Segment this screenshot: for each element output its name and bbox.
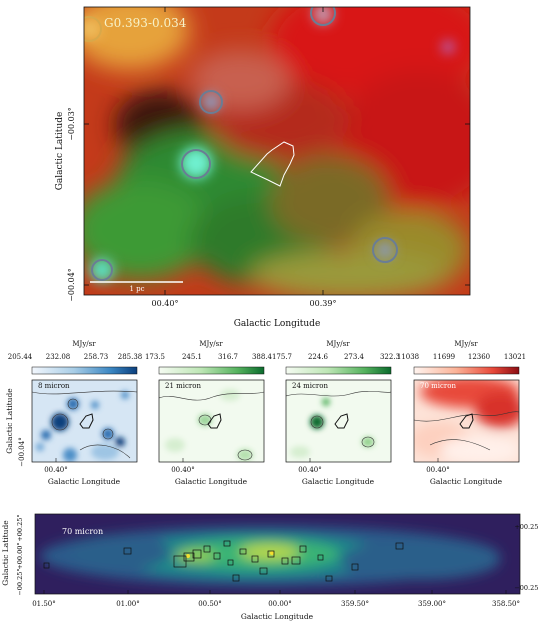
panel-xtick: 00.40° — [298, 466, 322, 474]
colorbar-tick: 12360 — [468, 353, 490, 361]
panel-label: 8 micron — [38, 382, 70, 390]
colorbar-tick: 322.3 — [380, 353, 400, 361]
panel-label: 21 micron — [165, 382, 201, 390]
colorbar-tick: 245.1 — [182, 353, 202, 361]
panels-ytick: −00.04° — [18, 437, 26, 466]
bottom-ylabel: Galactic Latitude — [1, 520, 10, 586]
bottom-xtick: 01.00° — [116, 600, 140, 608]
colorbar-tick: 11699 — [433, 353, 455, 361]
bottom-xtick: 01.50° — [32, 600, 56, 608]
colorbar-tick: 232.08 — [46, 353, 71, 361]
main-xlabel: Galactic Longitude — [234, 319, 321, 329]
colorbar-unit: MJy/sr — [454, 340, 478, 348]
colorbar-tick: 258.73 — [84, 353, 109, 361]
bottom-ytick-left: −00.25° — [16, 568, 24, 595]
panels-ylabel: Galactic Latitude — [5, 388, 14, 454]
colorbar-tick: 285.38 — [118, 353, 143, 361]
colorbar-tick: 273.4 — [344, 353, 365, 361]
bottom-xlabel: Galactic Longitude — [241, 612, 314, 621]
panel-xlabel: Galactic Longitude — [302, 477, 375, 486]
colorbar-tick: 173.5 — [145, 353, 165, 361]
bottom-xtick: 00.50° — [198, 600, 222, 608]
panel-24-micron: 24 micron MJy/sr 175.7 224.6 273.4 322.3… — [272, 340, 400, 486]
main-rgb-image — [84, 7, 470, 295]
bottom-ytick-right: −00.25° — [514, 584, 538, 592]
bottom-xtick: 359.50° — [341, 600, 369, 608]
bottom-label: 70 micron — [62, 527, 103, 536]
panel-xtick: 00.40° — [44, 466, 68, 474]
bottom-ytick-left: +00.00° — [16, 542, 24, 569]
colorbar-unit: MJy/sr — [72, 340, 96, 348]
panel-xtick: 00.40° — [426, 466, 450, 474]
colorbar-tick: 205.44 — [8, 353, 33, 361]
colorbar-tick: 224.6 — [308, 353, 329, 361]
main-title: G0.393-0.034 — [104, 16, 187, 30]
panel-label: 70 micron — [420, 382, 456, 390]
bottom-ytick-right: +00.25° — [514, 523, 538, 531]
colorbar-tick: 11038 — [397, 353, 419, 361]
bottom-xtick: 00.00° — [268, 600, 292, 608]
colorbar-tick: 13021 — [504, 353, 526, 361]
colorbar-unit: MJy/sr — [326, 340, 350, 348]
colorbar-tick: 316.7 — [218, 353, 238, 361]
main-ytick: −00.03° — [67, 107, 76, 141]
main-ylabel: Galactic Latitude — [55, 112, 65, 191]
panel-21-micron: 21 micron MJy/sr 173.5 245.1 316.7 388.4… — [145, 340, 273, 486]
bottom-70-micron-strip: 70 micron 01.50° 01.00° 00.50° 00.00° 35… — [1, 513, 538, 621]
bottom-xtick: 358.50° — [492, 600, 520, 608]
main-xtick: 00.39° — [310, 299, 337, 308]
colorbar-tick: 388.4 — [252, 353, 273, 361]
main-ytick: −00.04° — [67, 268, 76, 302]
panel-8-micron: 8 micron MJy/sr 205.44 232.08 258.73 285… — [8, 340, 143, 486]
panel-xlabel: Galactic Longitude — [48, 477, 121, 486]
panel-label: 24 micron — [292, 382, 328, 390]
colorbar-unit: MJy/sr — [199, 340, 223, 348]
bottom-xtick: 359.00° — [418, 600, 446, 608]
main-xtick: 00.40° — [152, 299, 179, 308]
panel-xlabel: Galactic Longitude — [175, 477, 248, 486]
panel-xlabel: Galactic Longitude — [430, 477, 503, 486]
panel-70-micron: 70 micron MJy/sr 11038 11699 12360 13021… — [397, 340, 526, 486]
bottom-ytick-left: +00.25° — [16, 514, 24, 541]
panel-xtick: 00.40° — [171, 466, 195, 474]
colorbar-tick: 175.7 — [272, 353, 292, 361]
scalebar-label: 1 pc — [129, 285, 144, 293]
